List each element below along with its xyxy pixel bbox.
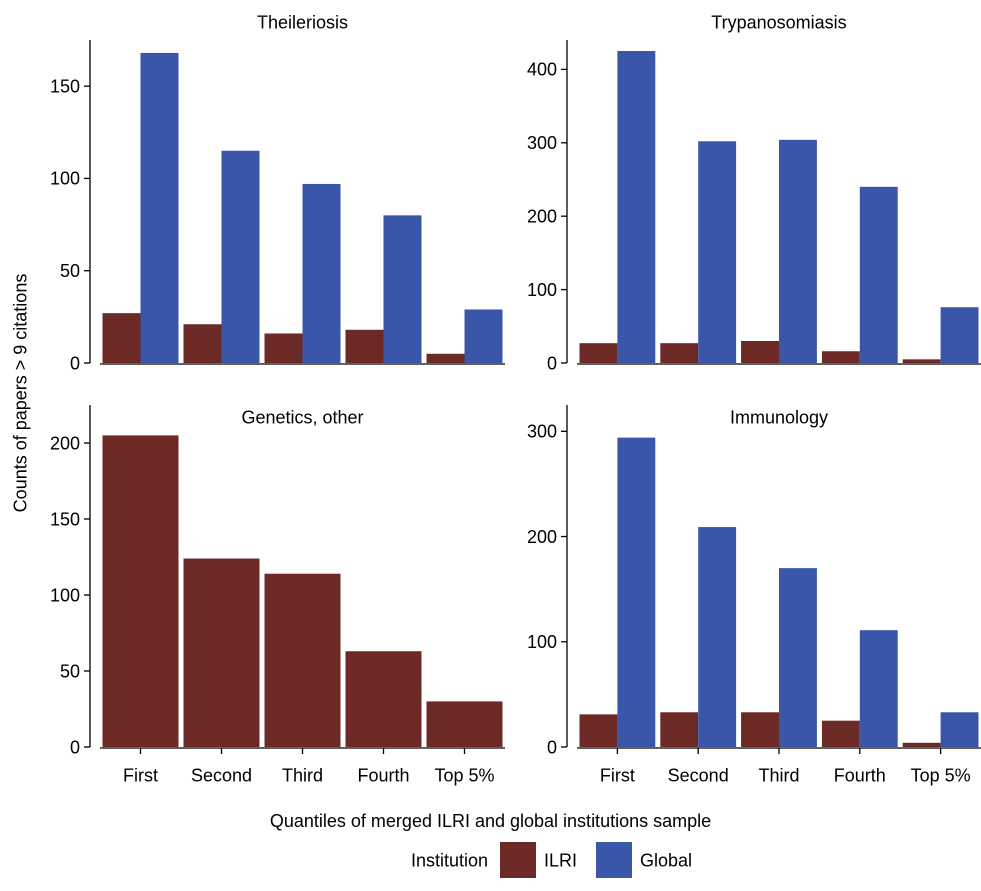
bar-ilri-first xyxy=(579,343,618,363)
bar-global-top5 xyxy=(940,307,979,363)
y-tick-label: 0 xyxy=(547,353,557,373)
x-tick-label: Fourth xyxy=(834,765,886,785)
panel-genetics-other: Genetics, other 0 50 100 150 200 First Second Th… xyxy=(50,405,505,785)
bar-ilri-first xyxy=(102,313,141,363)
y-tick-label: 100 xyxy=(527,632,557,652)
panel-title: Theileriosis xyxy=(257,12,348,32)
y-tick-label: 200 xyxy=(50,433,80,453)
x-tick-label: Second xyxy=(668,765,729,785)
x-tick-label: First xyxy=(600,765,635,785)
bar-ilri-third xyxy=(264,573,341,747)
y-tick-label: 300 xyxy=(527,133,557,153)
panel-title: Immunology xyxy=(730,407,828,427)
panel-theileriosis: Theileriosis 0 50 100 150 xyxy=(50,12,505,373)
y-tick-label: 200 xyxy=(527,206,557,226)
bar-global-second xyxy=(698,141,737,363)
panel-title: Trypanosomiasis xyxy=(711,12,846,32)
bar-global-top5 xyxy=(940,712,979,747)
bar-global-third xyxy=(779,568,817,747)
y-tick-label: 100 xyxy=(50,585,80,605)
y-tick-label: 50 xyxy=(60,661,80,681)
legend-swatch-ilri xyxy=(500,842,536,878)
y-tick-label: 200 xyxy=(527,527,557,547)
bar-global-second xyxy=(221,150,260,363)
bar-global-second xyxy=(698,527,737,747)
bar-global-fourth xyxy=(859,186,898,363)
x-tick-label: Top 5% xyxy=(911,765,971,785)
legend-label-ilri: ILRI xyxy=(544,850,577,870)
y-tick-label: 150 xyxy=(50,76,80,96)
y-tick-label: 100 xyxy=(50,169,80,189)
bar-global-top5 xyxy=(464,309,503,363)
x-tick-label: Fourth xyxy=(357,765,409,785)
bar-ilri-fourth xyxy=(821,351,860,363)
bar-global-first xyxy=(140,52,179,364)
panel-trypanosomiasis: Trypanosomiasis 0 100 200 300 400 xyxy=(527,12,981,373)
bar-ilri-second xyxy=(183,324,222,363)
y-tick-label: 400 xyxy=(527,60,557,80)
bar-ilri-top5 xyxy=(902,359,941,363)
x-axis-label: Quantiles of merged ILRI and global inst… xyxy=(269,811,712,831)
bar-ilri-third xyxy=(741,340,779,363)
x-tick-label: Third xyxy=(758,765,799,785)
y-tick-label: 150 xyxy=(50,509,80,529)
y-tick-label: 100 xyxy=(527,280,557,300)
bar-ilri-second xyxy=(183,558,260,747)
bar-ilri-top5 xyxy=(426,353,465,363)
bar-ilri-top5 xyxy=(902,742,941,747)
panel-immunology: Immunology 0 100 200 300 First Second Third Four… xyxy=(527,405,981,785)
legend-swatch-global xyxy=(596,842,632,878)
panel-title: Genetics, other xyxy=(241,407,363,427)
x-tick-label: Third xyxy=(282,765,323,785)
y-tick-label: 50 xyxy=(60,261,80,281)
bar-global-fourth xyxy=(859,630,898,747)
legend: Institution ILRI Global xyxy=(411,842,692,878)
x-tick-label: Second xyxy=(191,765,252,785)
bar-ilri-second xyxy=(660,343,699,363)
bar-ilri-top5 xyxy=(426,701,503,747)
bar-ilri-fourth xyxy=(345,651,422,747)
bar-ilri-second xyxy=(660,712,699,747)
bar-ilri-first xyxy=(579,714,618,747)
bar-ilri-first xyxy=(102,435,179,747)
bar-ilri-fourth xyxy=(821,720,860,747)
y-tick-label: 0 xyxy=(70,353,80,373)
y-tick-label: 0 xyxy=(70,737,80,757)
x-tick-label: First xyxy=(123,765,158,785)
bar-ilri-third xyxy=(264,333,303,363)
bar-global-third xyxy=(302,183,341,363)
legend-title: Institution xyxy=(411,850,488,870)
bar-global-fourth xyxy=(383,215,422,363)
legend-label-global: Global xyxy=(640,850,692,870)
y-tick-label: 0 xyxy=(547,737,557,757)
y-tick-label: 300 xyxy=(527,422,557,442)
y-axis-label: Counts of papers > 9 citations xyxy=(10,274,30,513)
bar-global-third xyxy=(779,139,817,363)
x-tick-label: Top 5% xyxy=(434,765,494,785)
bar-ilri-third xyxy=(741,712,779,747)
bar-global-first xyxy=(617,437,656,747)
bar-global-first xyxy=(617,51,656,364)
bar-ilri-fourth xyxy=(345,329,384,363)
